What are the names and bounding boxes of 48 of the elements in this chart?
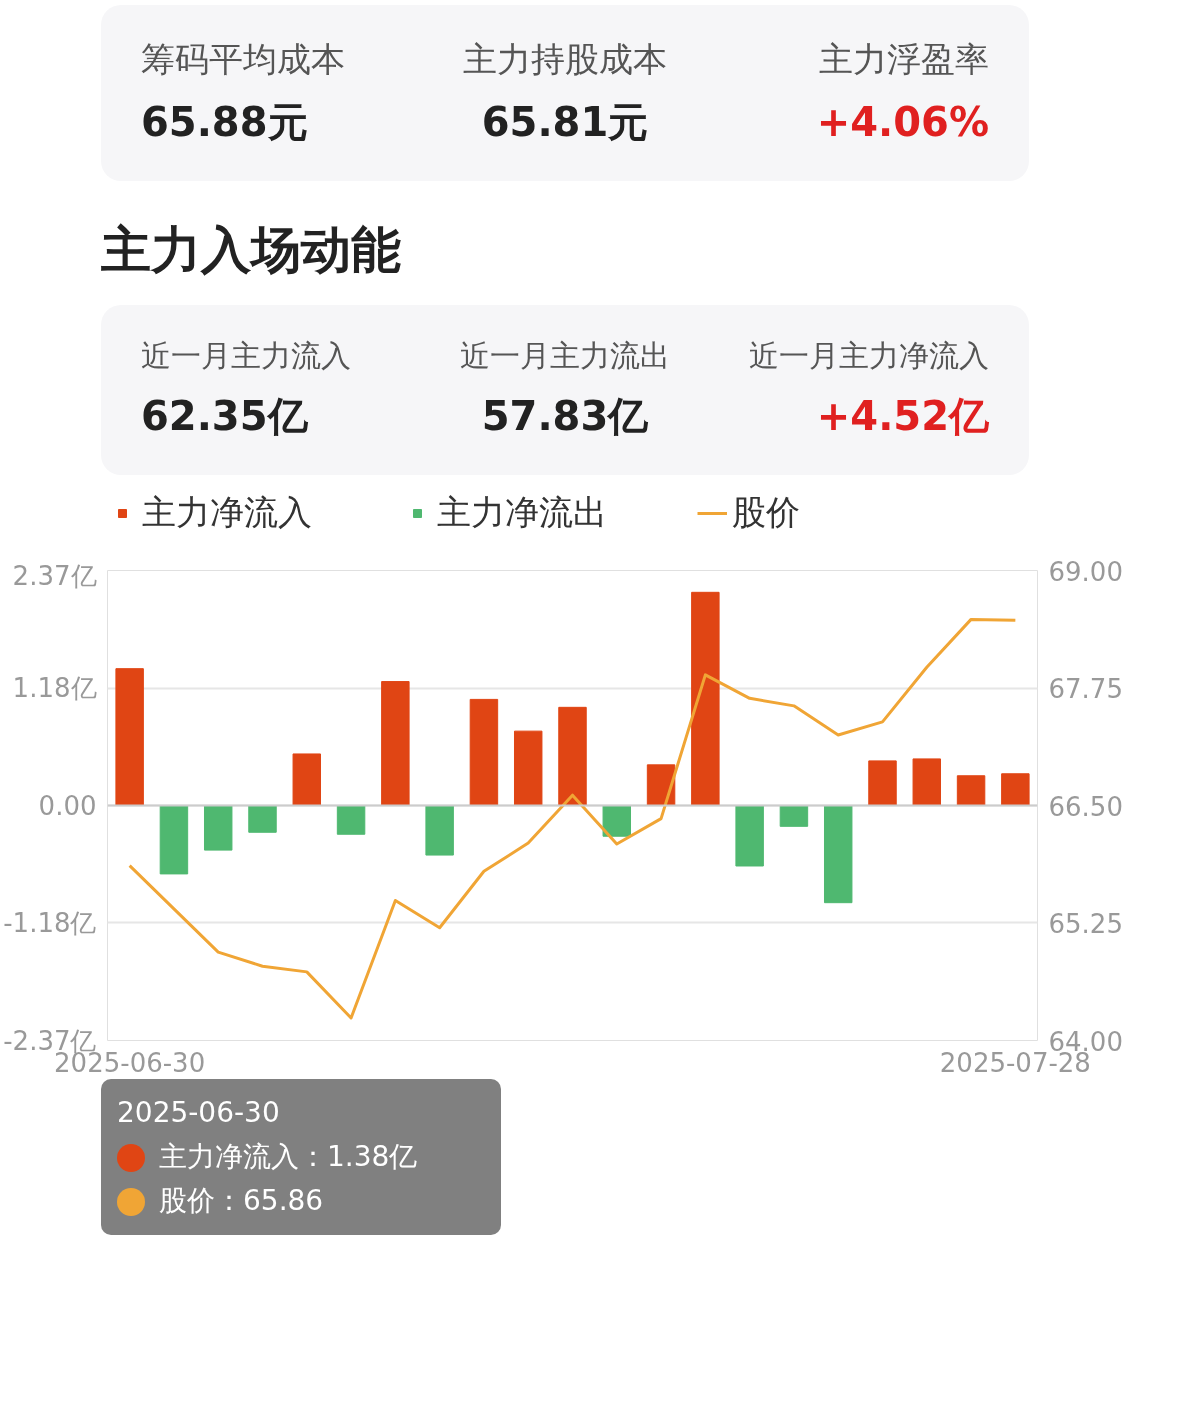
y-tick-label: 1.18亿 [12,673,97,704]
y2-tick-label: 66.50 [1048,791,1123,822]
bar [115,668,144,806]
legend-label: 股价 [732,491,800,534]
text: 65.81元 [480,97,650,147]
bar [292,753,322,806]
text: +4.06% [815,97,990,147]
legend-label: 主力净流出 [437,491,607,534]
text: 主力浮盈率 [818,38,990,81]
text: 近一月主力流入 [141,337,352,375]
y2-tick-label: 65.25 [1048,909,1123,939]
bar [956,775,986,806]
bar [691,591,720,806]
text: 股价：65.86 [158,1183,325,1219]
bar [336,805,366,835]
bar [823,805,853,904]
text: 65.88元 [141,97,309,147]
bar [248,805,277,833]
y2-tick-label: 67.75 [1048,674,1123,704]
text: 筹码平均成本 [141,38,346,81]
legend-label: 主力净流入 [142,491,312,534]
text: +4.52亿 [815,391,990,441]
bar [558,706,587,806]
text: 57.83亿 [480,391,650,441]
y-tick-label: 0.00 [38,790,97,821]
bar [469,698,499,806]
bar [425,805,454,856]
bar [513,730,543,806]
bar [381,681,410,806]
text: 近一月主力流出 [459,337,671,375]
text: 主力持股成本 [462,38,668,81]
text: 主力净流入：1.38亿 [158,1139,419,1175]
line-series [128,617,1017,1020]
bar [1001,773,1030,806]
bar [912,758,942,806]
bar [159,805,189,875]
bar [779,805,809,827]
text: 62.35亿 [141,391,309,441]
y-tick-label: -1.18亿 [3,907,97,938]
y-tick-label: 2.37亿 [12,560,97,591]
chart-title: 主力入场动能 [100,220,402,281]
bar [868,760,897,806]
bar [602,805,632,837]
bar [735,805,764,867]
text: 2025-06-30 [117,1095,281,1131]
text: 近一月主力净流入 [748,337,990,375]
y2-tick-label: 69.00 [1048,556,1123,587]
bar [203,805,233,851]
